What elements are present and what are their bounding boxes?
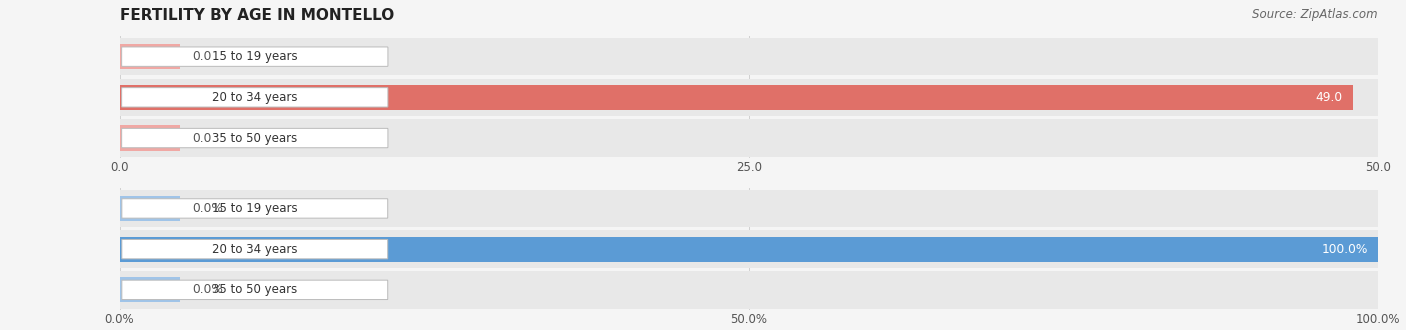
- FancyBboxPatch shape: [122, 240, 388, 259]
- FancyBboxPatch shape: [122, 199, 388, 218]
- Bar: [120, 119, 1378, 157]
- Bar: [120, 190, 1378, 227]
- Text: 35 to 50 years: 35 to 50 years: [212, 132, 298, 145]
- Bar: [120, 277, 180, 303]
- Bar: [120, 196, 180, 221]
- Text: 20 to 34 years: 20 to 34 years: [212, 243, 298, 256]
- FancyBboxPatch shape: [122, 47, 388, 66]
- Text: 35 to 50 years: 35 to 50 years: [212, 283, 298, 296]
- Text: FERTILITY BY AGE IN MONTELLO: FERTILITY BY AGE IN MONTELLO: [120, 8, 394, 23]
- FancyBboxPatch shape: [122, 128, 388, 148]
- Text: 0.0%: 0.0%: [193, 202, 224, 215]
- FancyBboxPatch shape: [122, 280, 388, 300]
- Bar: [120, 237, 1378, 262]
- Bar: [120, 230, 1378, 268]
- Text: 0.0%: 0.0%: [193, 283, 224, 296]
- FancyBboxPatch shape: [122, 88, 388, 107]
- Bar: [120, 44, 180, 69]
- Text: 100.0%: 100.0%: [1322, 243, 1368, 256]
- Text: 15 to 19 years: 15 to 19 years: [212, 202, 298, 215]
- Text: 0.0: 0.0: [193, 132, 212, 145]
- Text: 20 to 34 years: 20 to 34 years: [212, 91, 298, 104]
- Bar: [120, 125, 180, 151]
- Text: 49.0: 49.0: [1316, 91, 1343, 104]
- Bar: [120, 85, 1353, 110]
- Bar: [120, 79, 1378, 116]
- Bar: [120, 271, 1378, 309]
- Text: Source: ZipAtlas.com: Source: ZipAtlas.com: [1253, 8, 1378, 21]
- Text: 0.0: 0.0: [193, 50, 212, 63]
- Text: 15 to 19 years: 15 to 19 years: [212, 50, 298, 63]
- Bar: [120, 38, 1378, 75]
